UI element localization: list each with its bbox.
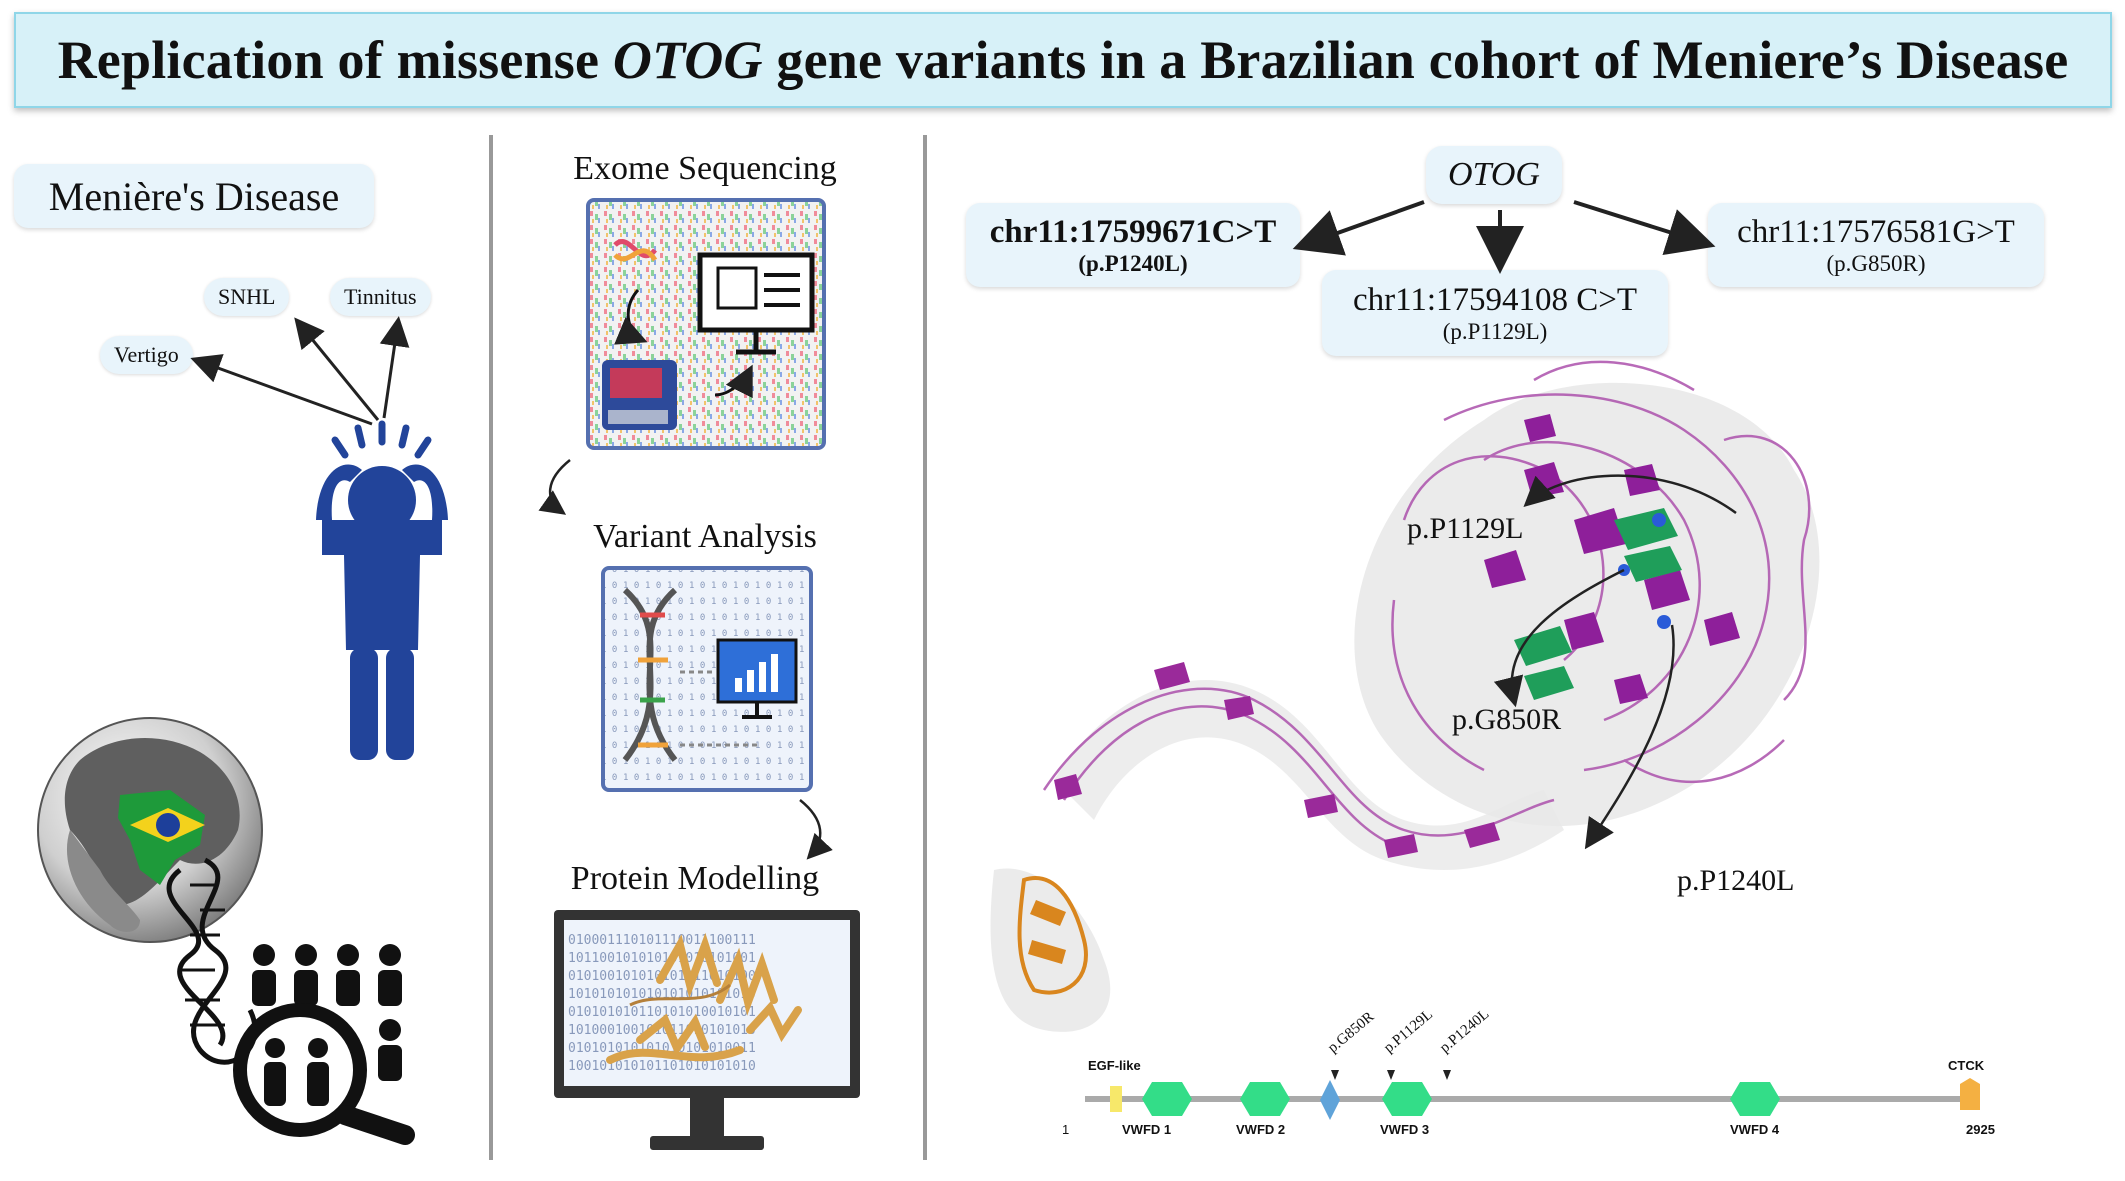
structure-label-g850r: p.G850R [1452, 703, 1562, 736]
variant-coord-g850r: chr11:17576581G>T [1737, 213, 2015, 250]
variant-coord-p1240l: chr11:17599671C>T [989, 213, 1277, 250]
variant-coord-p1129l: chr11:17594108 C>T [1352, 281, 1638, 318]
domain-map-end: 2925 [1966, 1122, 1995, 1137]
left-illustration [37, 316, 448, 1145]
svg-text:010101010110101010010101: 010101010110101010010101 [568, 1005, 756, 1020]
symptom-arrows [190, 316, 410, 426]
title-prefix: Replication of missense [57, 30, 613, 90]
gene-label: OTOG [1448, 156, 1540, 193]
title-suffix: gene variants in a Brazilian cohort of M… [762, 30, 2069, 90]
mutation-arrows [1494, 474, 1737, 850]
disease-label-box: Menière's Disease [14, 164, 374, 228]
svg-text:010001110101110011100111: 010001110101110011100111 [568, 933, 756, 948]
disease-label: Menière's Disease [48, 173, 340, 219]
protein-monitor-icon: 010001110101110011100111 101100101010101… [554, 910, 860, 1150]
cohort-search-icon [233, 944, 415, 1145]
variant-box-p1240l: chr11:17599671C>T (p.P1240L) [966, 203, 1300, 287]
middle-illustration: 1 0 [538, 198, 860, 1150]
domain-vwfd-4 [1730, 1082, 1780, 1116]
symptom-snhl: SNHL [204, 278, 290, 316]
step-variant-analysis: Variant Analysis [593, 518, 817, 555]
right-illustration [990, 200, 1820, 1032]
divider-left [489, 135, 493, 1160]
page-title: Replication of missense OTOG gene varian… [58, 29, 2069, 91]
variant-protein-p1129l: (p.P1129L) [1442, 318, 1548, 344]
domain-map-start: 1 [1062, 1122, 1070, 1137]
domain-egf-like [1110, 1086, 1122, 1112]
gene-variant-arrows [1292, 200, 1716, 274]
step-exome-sequencing: Exome Sequencing [573, 150, 837, 187]
domain-vwfd-3 [1382, 1082, 1432, 1116]
domain-diamond [1320, 1080, 1340, 1120]
protein-structure [990, 360, 1820, 1032]
exome-sequencing-icon [586, 198, 826, 450]
svg-text:010101010101010101010011: 010101010101010101010011 [568, 1041, 756, 1056]
symptom-tinnitus: Tinnitus [330, 278, 431, 316]
svg-text:100101010101101010101010: 100101010101101010101010 [568, 1059, 756, 1074]
structure-label-p1240l: p.P1240L [1677, 864, 1795, 897]
domain-label-egf-like: EGF-like [1088, 1058, 1141, 1073]
symptom-vertigo: Vertigo [100, 336, 193, 374]
domain-label-vwfd-3: VWFD 3 [1380, 1122, 1430, 1137]
domain-label-vwfd-4: VWFD 4 [1730, 1122, 1780, 1137]
variant-protein-p1240l: (p.P1240L) [1078, 250, 1188, 276]
domain-label-vwfd-1: VWFD 1 [1122, 1122, 1172, 1137]
svg-text:101100101010101010101001: 101100101010101010101001 [568, 951, 756, 966]
domain-label-ctck: CTCK [1948, 1058, 1985, 1073]
structure-label-p1129l: p.P1129L [1407, 512, 1524, 545]
arrow-to-protein [799, 799, 833, 860]
domain-vwfd-2 [1240, 1082, 1290, 1116]
step-protein-modelling: Protein Modelling [570, 860, 820, 897]
domain-map [1085, 1070, 1980, 1120]
divider-right [923, 135, 927, 1160]
title-banner: Replication of missense OTOG gene varian… [14, 12, 2112, 108]
svg-text:101010101010101010101010: 101010101010101010101010 [568, 987, 756, 1002]
globe-brazil-icon [37, 717, 263, 943]
gene-label-box: OTOG [1426, 146, 1562, 204]
domain-vwfd-1 [1142, 1082, 1192, 1116]
person-icon [316, 420, 448, 760]
svg-text:101000100101011010101010: 101000100101011010101010 [568, 1023, 756, 1038]
variant-protein-g850r: (p.G850R) [1826, 250, 1926, 276]
domain-ctck [1960, 1078, 1980, 1110]
variant-site-markers [1331, 1070, 1451, 1080]
variant-box-g850r: chr11:17576581G>T (p.G850R) [1708, 203, 2044, 287]
domain-label-vwfd-2: VWFD 2 [1236, 1122, 1286, 1137]
title-gene: OTOG [612, 30, 763, 90]
variant-box-p1129l: chr11:17594108 C>T (p.P1129L) [1322, 270, 1668, 356]
variant-analysis-icon [601, 566, 813, 792]
arrow-to-variant [538, 459, 571, 515]
